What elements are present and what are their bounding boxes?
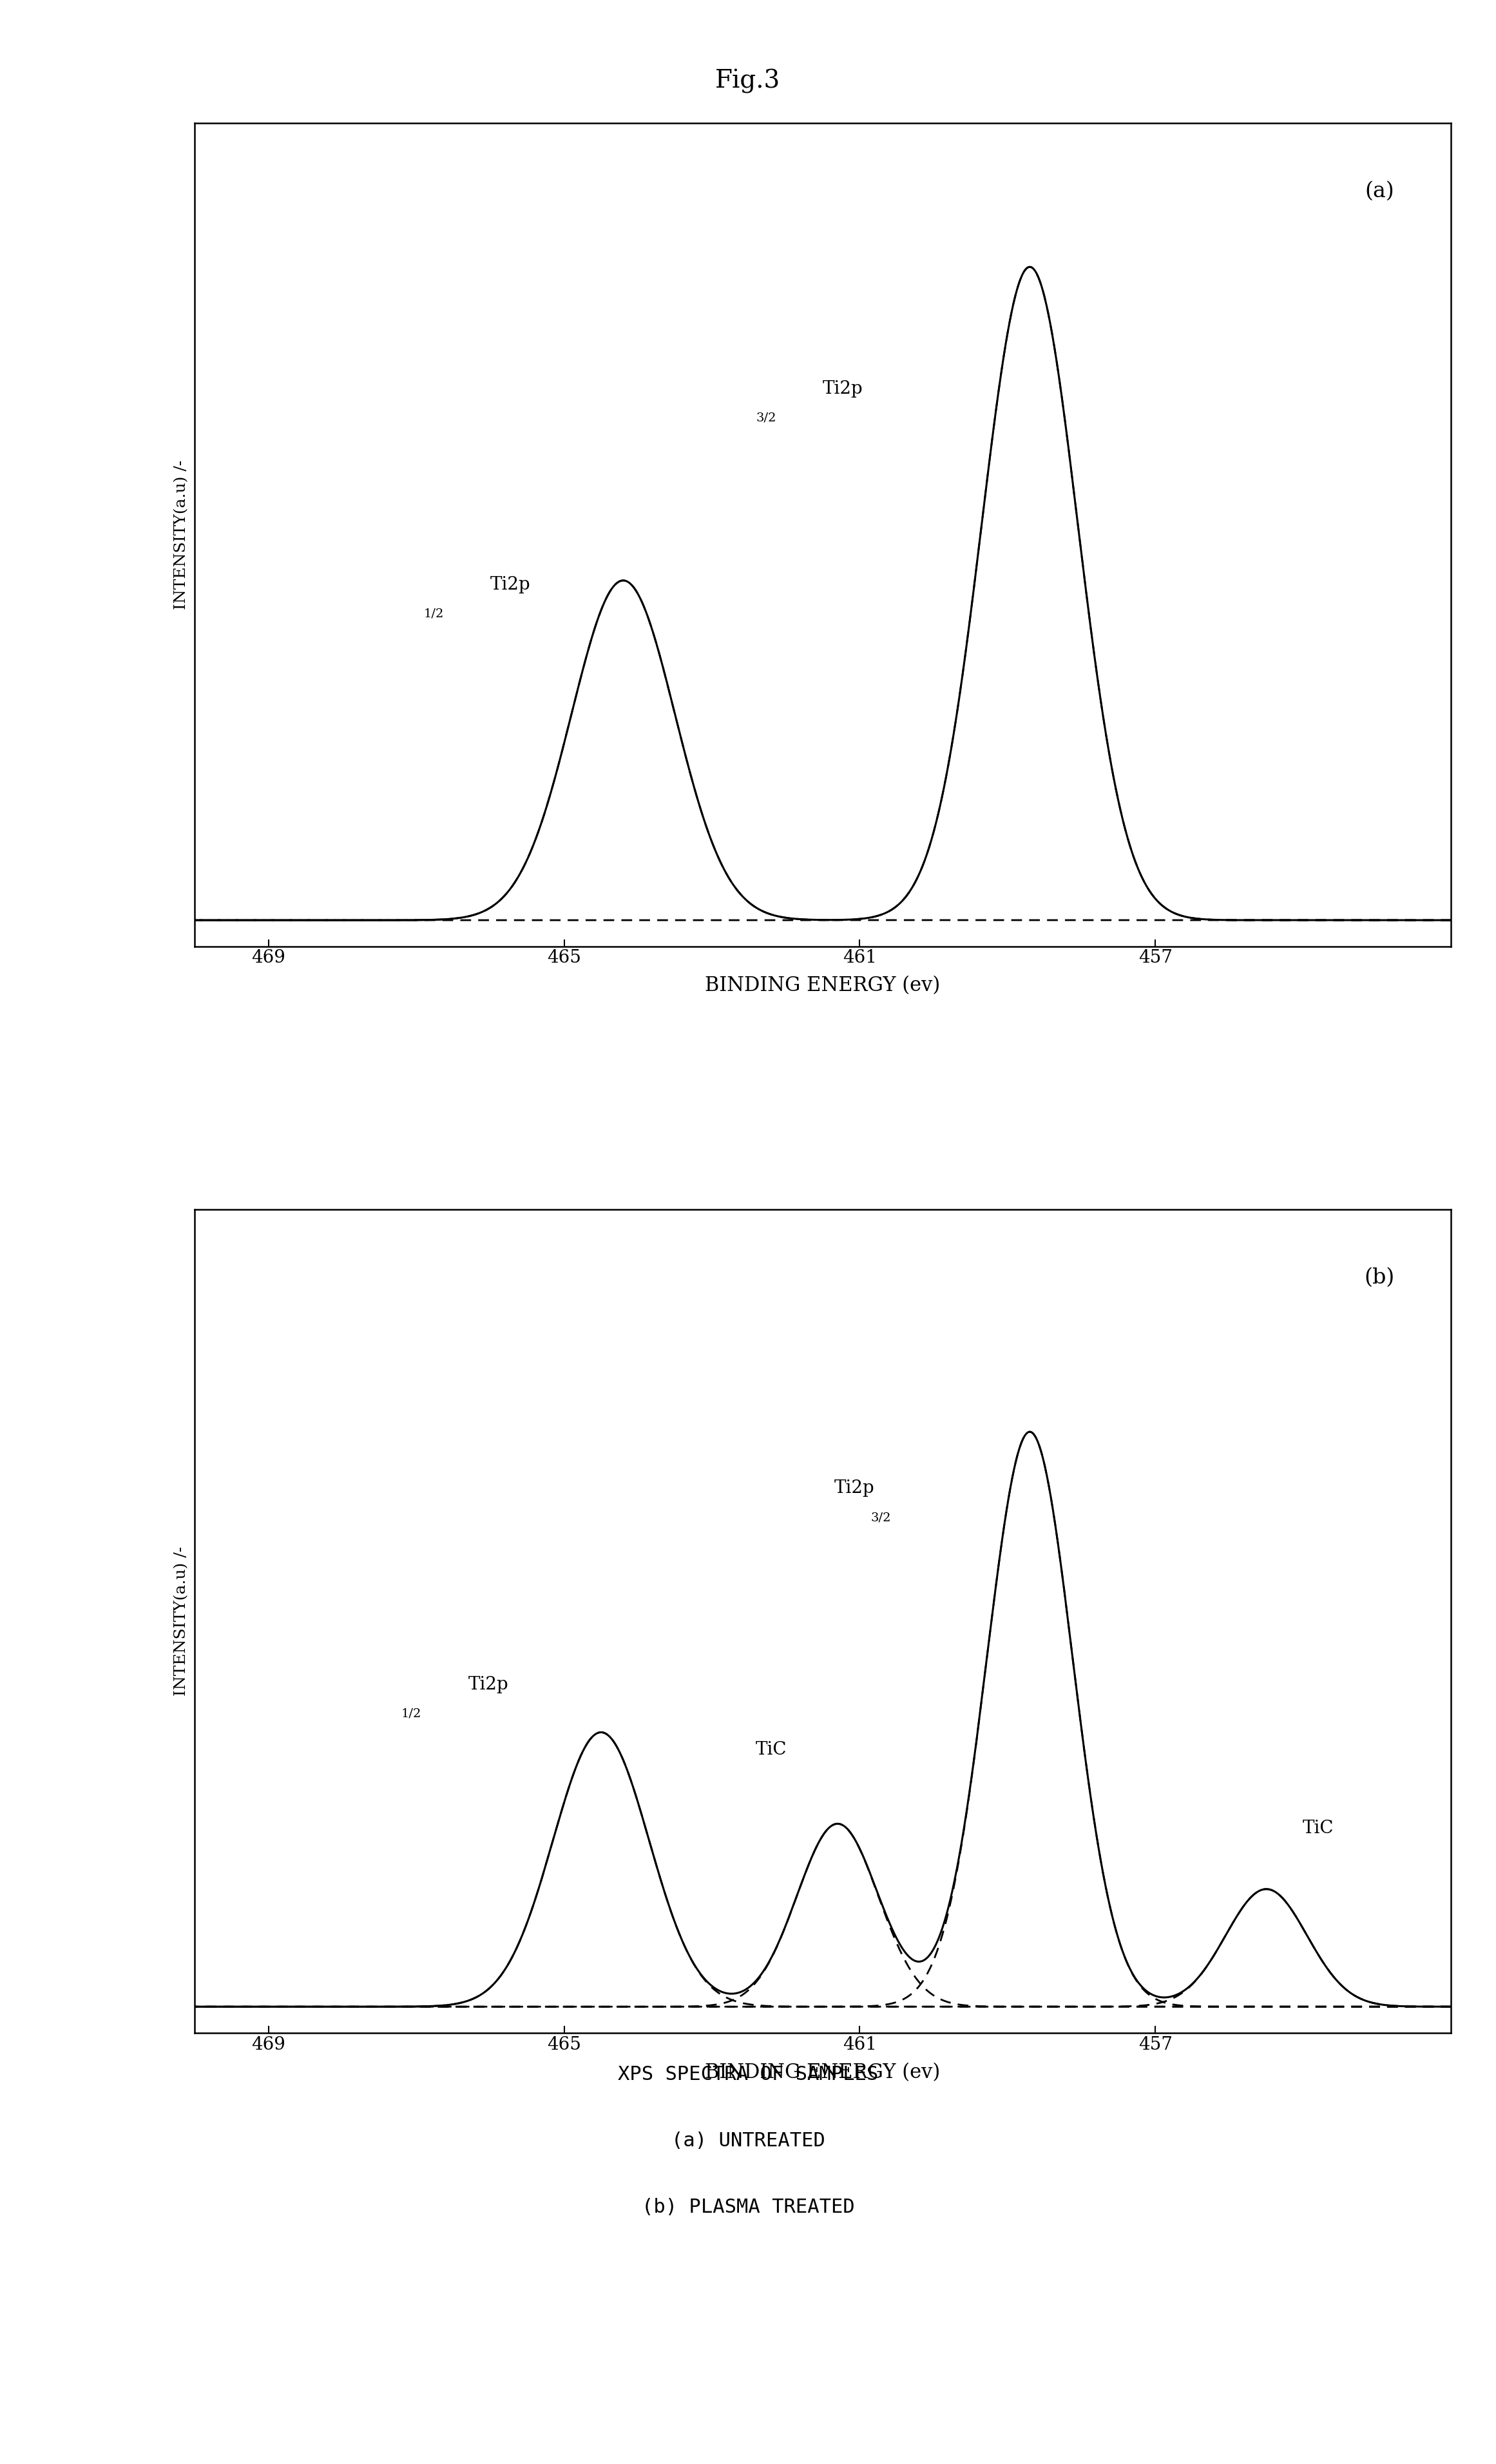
Text: XPS SPECTRA OF SAMPLES: XPS SPECTRA OF SAMPLES <box>618 2065 878 2085</box>
Text: Ti2p: Ti2p <box>491 577 531 594</box>
Text: 1/2: 1/2 <box>401 1708 422 1720</box>
Text: 1/2: 1/2 <box>423 609 444 618</box>
Text: TiC: TiC <box>1303 1818 1334 1836</box>
Text: 3/2: 3/2 <box>757 411 776 424</box>
Text: (b): (b) <box>1364 1266 1394 1289</box>
Text: Ti2p: Ti2p <box>835 1481 875 1498</box>
Text: 3/2: 3/2 <box>871 1510 892 1523</box>
Text: (a) UNTREATED: (a) UNTREATED <box>672 2131 824 2151</box>
X-axis label: BINDING ENERGY (ev): BINDING ENERGY (ev) <box>705 976 941 995</box>
Text: TiC: TiC <box>755 1742 787 1759</box>
Text: (b) PLASMA TREATED: (b) PLASMA TREATED <box>642 2198 854 2218</box>
Text: Fig.3: Fig.3 <box>715 69 781 94</box>
Text: Ti2p: Ti2p <box>823 379 863 397</box>
X-axis label: BINDING ENERGY (ev): BINDING ENERGY (ev) <box>705 2062 941 2082</box>
Y-axis label: INTENSITY(a.u) /-: INTENSITY(a.u) /- <box>175 1547 188 1695</box>
Y-axis label: INTENSITY(a.u) /-: INTENSITY(a.u) /- <box>175 461 188 609</box>
Text: (a): (a) <box>1364 180 1394 202</box>
Text: Ti2p: Ti2p <box>468 1676 509 1693</box>
